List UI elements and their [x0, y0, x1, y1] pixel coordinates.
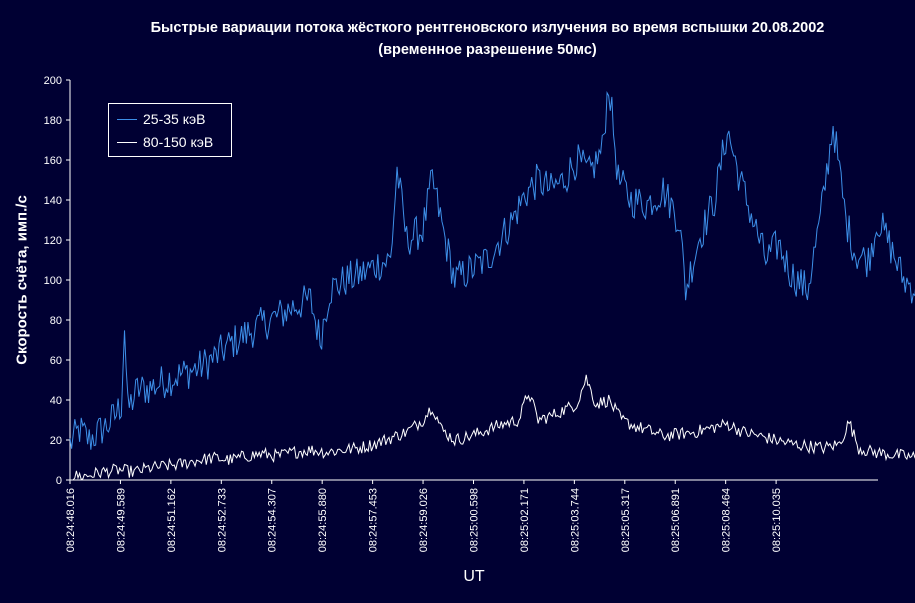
legend-item-1: 80-150 кэВ [117, 133, 213, 151]
y-tick-label: 120 [44, 235, 62, 247]
x-tick-label: 08:24:49.589 [115, 488, 127, 552]
x-tick-label: 08:24:55.880 [317, 488, 329, 552]
series-layer [69, 91, 915, 481]
x-tick-label: 08:25:02.171 [519, 488, 531, 552]
x-tick-label: 08:25:03.744 [569, 488, 581, 552]
x-tick-label: 08:25:06.891 [670, 488, 682, 552]
series-line-1 [70, 374, 915, 481]
chart-subtitle: (временное разрешение 50мс) [378, 42, 597, 58]
x-tick-label: 08:24:48.016 [65, 488, 77, 552]
x-tick-label: 08:24:51.162 [166, 488, 178, 552]
y-tick-label: 0 [56, 475, 62, 487]
x-tick-label: 08:24:54.307 [267, 488, 279, 552]
legend-swatch-1 [117, 141, 137, 143]
y-tick-label: 80 [50, 315, 62, 327]
chart-title: Быстрые вариации потока жёсткого рентген… [150, 20, 825, 36]
legend-item-0: 25-35 кэВ [117, 110, 205, 128]
x-axis-label: UT [463, 568, 485, 585]
axes: 0 20 40 60 80 100 120 140 160 180 200 08:24:48.016 0… [44, 75, 878, 552]
y-tick-label: 200 [44, 75, 62, 87]
y-tick-label: 60 [50, 355, 62, 367]
y-tick-label: 180 [44, 115, 62, 127]
x-tick-label: 08:25:05.317 [620, 488, 632, 552]
x-tick-label: 08:24:52.733 [216, 488, 228, 552]
legend: 25-35 кэВ 80-150 кэВ [108, 103, 232, 157]
y-axis-label: Скорость счёта, имп./с [13, 195, 31, 365]
x-tick-label: 08:25:00.598 [468, 488, 480, 552]
legend-swatch-0 [117, 118, 137, 120]
x-tick-label: 08:24:57.453 [368, 488, 380, 552]
y-tick-label: 160 [44, 155, 62, 167]
legend-label-0: 25-35 кэВ [143, 111, 206, 127]
legend-label-1: 80-150 кэВ [143, 134, 214, 150]
y-tick-label: 40 [50, 395, 62, 407]
x-tick-label: 08:24:59.026 [418, 488, 430, 552]
x-tick-label: 08:25:08.464 [721, 488, 733, 552]
x-tick-label: 08:25:10.035 [771, 488, 783, 552]
y-tick-label: 20 [50, 435, 62, 447]
y-tick-label: 140 [44, 195, 62, 207]
y-tick-label: 100 [44, 275, 62, 287]
series-line-0 [69, 91, 915, 450]
